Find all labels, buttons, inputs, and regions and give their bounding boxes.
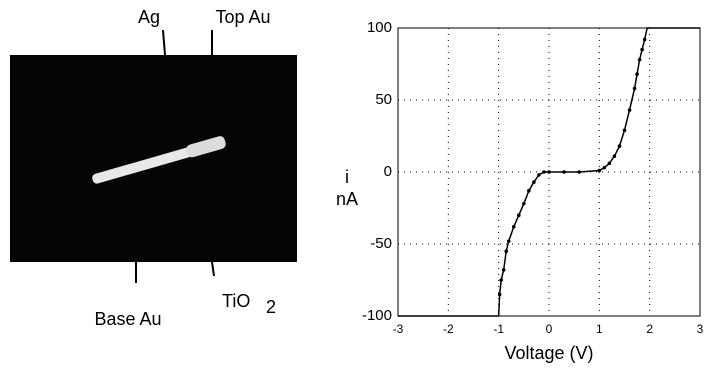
x-tick-label: -3: [393, 322, 404, 336]
x-tick-label: -2: [443, 322, 454, 336]
point: [537, 173, 541, 177]
point: [547, 170, 551, 174]
point: [507, 239, 511, 243]
x-axis-label: Voltage (V): [504, 343, 593, 363]
pointer-line: [163, 30, 165, 55]
point: [603, 166, 607, 170]
point: [635, 72, 639, 76]
y-tick-label: -100: [362, 307, 392, 324]
image-label: Ag: [138, 7, 160, 27]
point: [512, 225, 516, 229]
image-label: Base Au: [94, 309, 161, 329]
point: [640, 48, 644, 52]
point: [628, 108, 632, 112]
x-tick-label: 0: [546, 322, 553, 336]
image-label-subscript: 2: [266, 297, 276, 317]
y-axis-label: nA: [336, 189, 358, 209]
point: [517, 213, 521, 217]
point: [608, 162, 612, 166]
point: [638, 58, 642, 62]
y-tick-label: 50: [375, 91, 392, 108]
point: [562, 170, 566, 174]
point: [577, 170, 581, 174]
y-tick-label: 100: [367, 19, 392, 36]
point: [527, 189, 531, 193]
point: [633, 87, 637, 91]
point: [502, 268, 506, 272]
point: [532, 180, 536, 184]
point: [499, 278, 503, 282]
point: [498, 293, 502, 297]
point: [618, 144, 622, 148]
y-tick-label: -50: [370, 235, 392, 252]
point: [522, 202, 526, 206]
point: [643, 38, 647, 42]
pointer-line: [212, 262, 214, 276]
x-tick-label: 3: [697, 322, 704, 336]
point: [504, 249, 508, 253]
x-tick-label: -1: [493, 322, 504, 336]
image-label: Top Au: [215, 7, 270, 27]
y-axis-label: i: [345, 167, 349, 187]
y-tick-label: 0: [384, 163, 392, 180]
image-label: TiO: [222, 291, 250, 311]
point: [542, 170, 546, 174]
point: [613, 154, 617, 158]
figure: Ag Top Au Base Au TiO 2 -100 -50 0 50 100 -3 -…: [0, 0, 707, 366]
x-tick-label: 1: [596, 322, 603, 336]
point: [598, 169, 602, 173]
x-tick-label: 2: [646, 322, 653, 336]
point: [623, 128, 627, 132]
